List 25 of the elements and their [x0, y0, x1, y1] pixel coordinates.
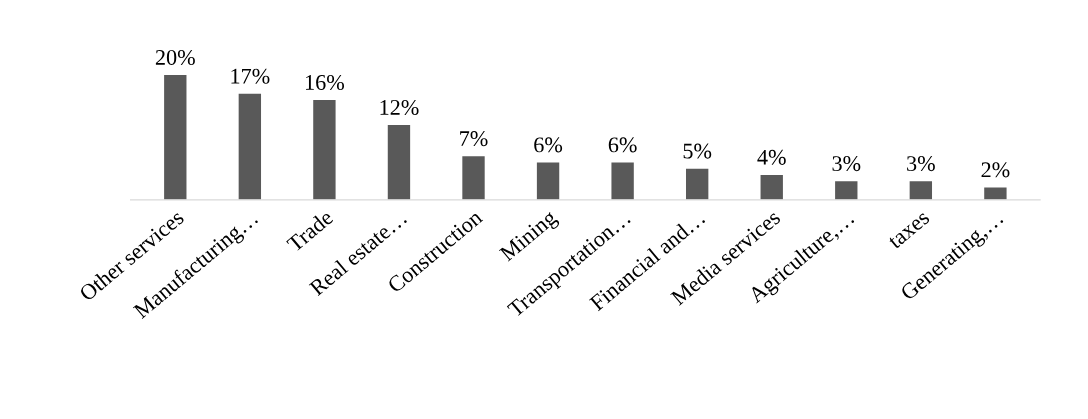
bar [835, 181, 858, 200]
data-label: 17% [231, 68, 270, 84]
bar [164, 75, 187, 200]
bar [909, 181, 933, 200]
bar [313, 99, 336, 200]
bar [685, 168, 709, 200]
data-label: 7% [460, 131, 488, 147]
bar [760, 174, 783, 200]
data-label: 2% [981, 162, 1010, 178]
bar [536, 162, 560, 200]
bar [984, 187, 1007, 200]
bar [611, 162, 634, 200]
bar [462, 156, 485, 200]
data-label: 6% [608, 137, 637, 153]
data-label: 12% [380, 99, 419, 115]
data-label: 16% [305, 74, 345, 90]
data-label: 3% [907, 156, 935, 172]
data-label: 20% [155, 49, 195, 65]
bar [238, 93, 262, 200]
data-label: 4% [757, 149, 786, 165]
bar [387, 124, 411, 200]
data-label: 5% [683, 143, 712, 159]
data-label: 6% [534, 137, 563, 153]
x-tick-label: Trade [285, 208, 334, 253]
data-label: 3% [832, 156, 861, 172]
